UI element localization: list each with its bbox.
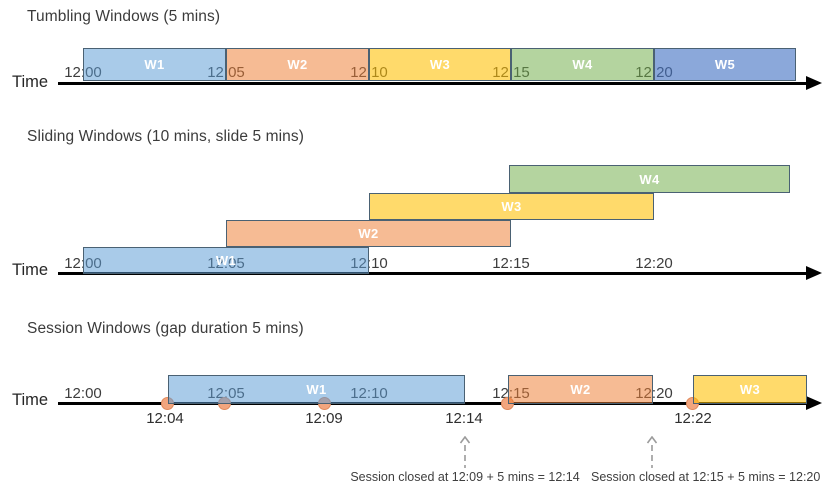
session-tick-1200: 12:00 xyxy=(64,385,102,402)
tumbling-window-w2: W2 xyxy=(226,48,369,81)
sliding-window-w1: W1 xyxy=(83,247,369,274)
session-annotation-2: Session closed at 12:15 + 5 mins = 12:20 xyxy=(591,470,821,484)
session-window-w2: W2 xyxy=(508,375,653,404)
tumbling-window-w4: W4 xyxy=(511,48,654,81)
sliding-axis-line xyxy=(58,272,808,275)
session-event-label-1222: 12:22 xyxy=(674,410,712,427)
session-event-label-1209: 12:09 xyxy=(305,410,343,427)
session-window-w1-label: W1 xyxy=(306,382,327,397)
tumbling-window-w1: W1 xyxy=(83,48,226,81)
tumbling-axis-line xyxy=(58,82,808,85)
sliding-time-axis-label: Time xyxy=(12,261,49,279)
sliding-window-w1-label: W1 xyxy=(215,253,237,268)
tumbling-time-axis-label: Time xyxy=(12,73,49,91)
sliding-title: Sliding Windows (10 mins, slide 5 mins) xyxy=(27,128,304,145)
sliding-window-w4: W4 xyxy=(509,165,790,193)
tumbling-window-w4-label: W4 xyxy=(572,57,593,72)
session-window-w3-label: W3 xyxy=(739,382,761,397)
session-window-w2-label: W2 xyxy=(570,382,591,397)
tumbling-window-w5: W5 xyxy=(654,48,796,81)
session-time-axis-label: Time xyxy=(12,391,49,409)
session-close-arrow-icon-2 xyxy=(646,436,658,468)
session-annotation-1: Session closed at 12:09 + 5 mins = 12:14 xyxy=(350,470,580,484)
session-event-label-1214: 12:14 xyxy=(445,410,483,427)
session-window-w1: W1 xyxy=(168,375,465,404)
sliding-tick-1215: 12:15 xyxy=(492,255,530,272)
session-axis-arrowhead-icon xyxy=(806,396,822,410)
sliding-window-w4-label: W4 xyxy=(639,171,660,187)
tumbling-axis-arrowhead-icon xyxy=(806,76,822,90)
sliding-axis-arrowhead-icon xyxy=(806,266,822,280)
session-title: Session Windows (gap duration 5 mins) xyxy=(27,320,304,337)
tumbling-window-w1-label: W1 xyxy=(144,57,165,72)
session-window-w3: W3 xyxy=(693,375,807,404)
sliding-window-w3: W3 xyxy=(369,193,654,220)
sliding-tick-1220: 12:20 xyxy=(635,255,673,272)
tumbling-window-w3: W3 xyxy=(369,48,511,81)
tumbling-window-w5-label: W5 xyxy=(714,57,736,72)
tumbling-title: Tumbling Windows (5 mins) xyxy=(27,8,221,25)
tumbling-window-w2-label: W2 xyxy=(287,57,308,72)
sliding-window-w2: W2 xyxy=(226,220,511,247)
sliding-window-w2-label: W2 xyxy=(358,226,379,241)
tumbling-window-w3-label: W3 xyxy=(429,57,451,72)
sliding-window-w3-label: W3 xyxy=(501,199,522,214)
session-event-label-1204: 12:04 xyxy=(146,410,184,427)
session-close-arrow-icon-1 xyxy=(459,436,471,468)
